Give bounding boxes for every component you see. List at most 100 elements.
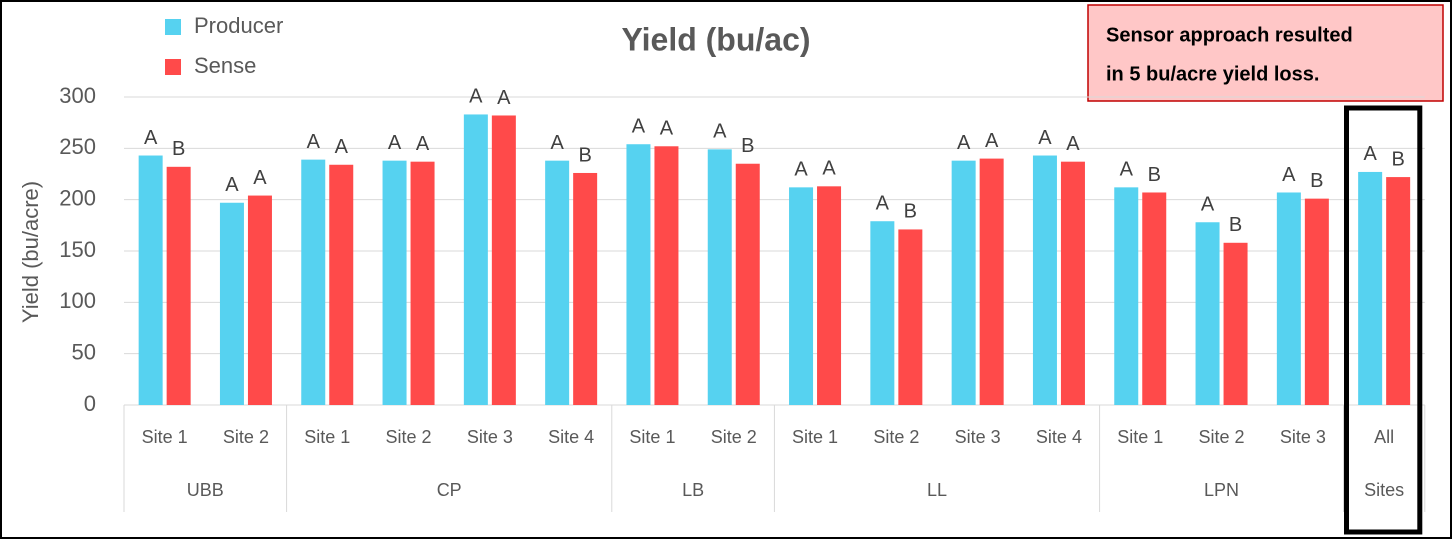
bar (1142, 192, 1167, 405)
bar (735, 163, 760, 405)
x-tick-label: Site 3 (1280, 427, 1326, 447)
bar (329, 164, 354, 405)
y-axis-label: Yield (bu/acre) (18, 181, 43, 323)
data-label: B (172, 138, 185, 160)
data-label: A (985, 130, 999, 152)
data-label: A (1066, 133, 1080, 155)
y-tick-label: 200 (59, 185, 96, 210)
group-label: LPN (1204, 480, 1239, 500)
bar (545, 160, 570, 405)
bar (410, 161, 435, 405)
data-label: A (713, 121, 727, 143)
x-tick-label: Site 2 (223, 427, 269, 447)
legend-label: Sense (194, 53, 256, 78)
bar (166, 166, 191, 405)
bar (898, 229, 923, 405)
bar (707, 149, 732, 405)
bar (951, 160, 976, 405)
data-label: A (1038, 127, 1052, 149)
highlight-box (1344, 105, 1423, 535)
data-label: A (957, 132, 971, 154)
data-label: A (822, 158, 836, 180)
legend-swatch (165, 19, 181, 35)
group-label: LL (927, 480, 947, 500)
bar (626, 144, 651, 405)
bar (382, 160, 407, 405)
data-label: A (307, 131, 321, 153)
bar (1386, 177, 1411, 405)
data-label: B (741, 135, 754, 157)
data-label: A (632, 116, 646, 138)
bar (1114, 187, 1139, 405)
data-label: A (1120, 159, 1134, 181)
x-tick-label: Site 4 (548, 427, 594, 447)
x-tick-label: Site 1 (1117, 427, 1163, 447)
data-label: B (578, 144, 591, 166)
bar (463, 114, 488, 405)
group-label: CP (437, 480, 462, 500)
bar (870, 221, 895, 405)
x-tick-label: Site 4 (1036, 427, 1082, 447)
data-label: A (1282, 164, 1296, 186)
x-tick-label: Site 3 (467, 427, 513, 447)
x-tick-label: Site 2 (386, 427, 432, 447)
group-label: Sites (1364, 480, 1404, 500)
x-tick-label: All (1374, 427, 1394, 447)
data-label: A (253, 167, 267, 189)
group-label: UBB (187, 480, 224, 500)
bar (1276, 192, 1301, 405)
data-label: A (876, 193, 890, 215)
data-label: A (416, 133, 430, 155)
data-label: A (144, 127, 158, 149)
bar (1060, 161, 1085, 405)
bar (247, 195, 272, 405)
data-label: A (469, 86, 483, 108)
annotation-text: Sensor approach resulted (1106, 24, 1353, 46)
group-label: LB (682, 480, 704, 500)
annotation-text: in 5 bu/acre yield loss. (1106, 63, 1319, 85)
data-label: A (1363, 143, 1377, 165)
bar (1223, 242, 1248, 405)
y-tick-label: 150 (59, 237, 96, 262)
y-tick-label: 0 (84, 391, 96, 416)
y-tick-label: 250 (59, 134, 96, 159)
bar (491, 115, 516, 405)
bar (789, 187, 814, 405)
x-tick-label: Site 2 (1199, 427, 1245, 447)
bar (817, 186, 842, 405)
y-tick-label: 300 (59, 83, 96, 108)
legend-label: Producer (194, 13, 283, 38)
data-label: B (1229, 214, 1242, 236)
data-label: B (1310, 170, 1323, 192)
y-tick-label: 50 (72, 339, 96, 364)
y-tick-label: 100 (59, 288, 96, 313)
data-label: A (660, 118, 674, 140)
x-tick-label: Site 1 (304, 427, 350, 447)
bar (1358, 171, 1383, 405)
bar (979, 158, 1004, 405)
x-tick-label: Site 1 (629, 427, 675, 447)
data-label: A (225, 174, 239, 196)
bar (1304, 198, 1329, 405)
x-tick-label: Site 1 (792, 427, 838, 447)
data-label: A (335, 136, 349, 158)
x-tick-label: Site 1 (142, 427, 188, 447)
data-label: B (904, 201, 917, 223)
bar (654, 146, 679, 405)
chart-title: Yield (bu/ac) (621, 21, 810, 57)
data-label: A (1201, 194, 1215, 216)
x-tick-label: Site 3 (955, 427, 1001, 447)
x-tick-label: Site 2 (873, 427, 919, 447)
data-label: A (794, 159, 808, 181)
legend-swatch (165, 59, 181, 75)
bar (138, 155, 163, 405)
bar (301, 159, 326, 405)
x-tick-label: Site 2 (711, 427, 757, 447)
data-label: B (1148, 164, 1161, 186)
data-label: B (1391, 148, 1404, 170)
bar (1195, 222, 1220, 405)
data-label: A (497, 87, 511, 109)
data-label: A (388, 132, 402, 154)
annotation-box (1087, 4, 1444, 102)
